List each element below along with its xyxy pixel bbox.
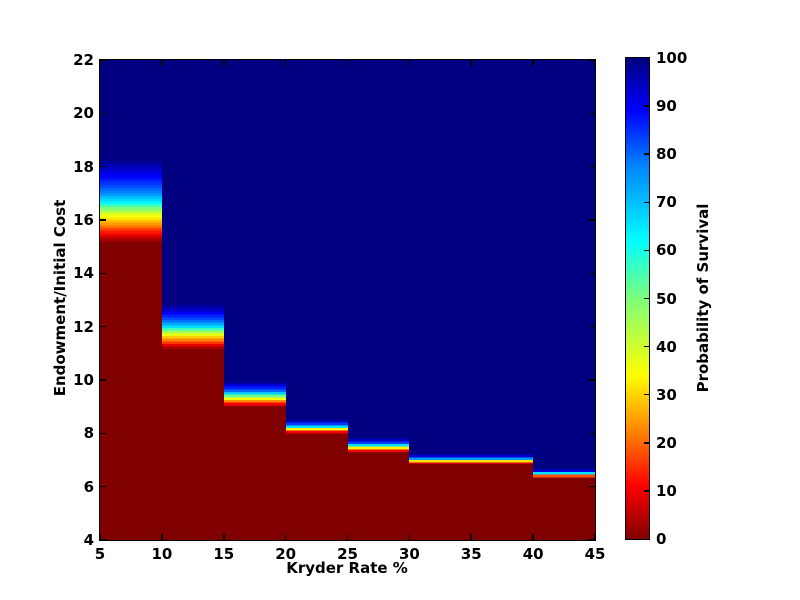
y-tick-label: 16: [73, 211, 94, 229]
colorbar-tick-label: 80: [656, 145, 677, 164]
heatmap-column-0: [100, 60, 163, 540]
colorbar-label: Probability of Survival: [694, 203, 712, 393]
colorbar-tick-label: 30: [656, 385, 677, 404]
colorbar-tick-label: 70: [656, 193, 677, 212]
y-tick: [589, 485, 595, 488]
x-tick: [284, 60, 287, 66]
x-tick: [346, 60, 349, 66]
x-tick-label: 45: [584, 545, 606, 563]
colorbar-tick-label: 90: [656, 97, 677, 116]
heatmap-column-2: [223, 60, 287, 540]
x-tick: [532, 60, 534, 66]
colorbar-tick-label: 20: [656, 433, 677, 452]
y-tick: [100, 379, 106, 381]
y-tick-label: 10: [73, 371, 94, 389]
colorbar-tick: [644, 297, 649, 300]
x-tick: [532, 534, 534, 540]
colorbar-tick: [644, 201, 649, 204]
x-tick: [161, 60, 163, 66]
x-tick: [100, 60, 101, 66]
x-tick: [161, 534, 163, 540]
x-axis-label: Kryder Rate %: [286, 559, 408, 577]
colorbar-tick-label: 50: [656, 289, 677, 308]
colorbar-tick: [644, 153, 649, 155]
y-tick: [589, 325, 595, 328]
y-tick-label: 4: [83, 531, 94, 549]
x-tick: [284, 534, 287, 540]
x-tick: [470, 60, 473, 66]
x-tick-label: 15: [213, 545, 235, 563]
y-tick: [100, 272, 106, 275]
x-tick: [100, 534, 101, 540]
heatmap-column-6: [533, 60, 595, 540]
heatmap-canvas: [100, 60, 595, 540]
y-tick: [100, 165, 106, 168]
heatmap-plot: [99, 59, 596, 541]
y-tick: [589, 379, 595, 381]
y-tick: [589, 272, 595, 275]
x-tick: [222, 534, 225, 540]
heatmap-column-5: [409, 60, 534, 540]
x-tick: [594, 534, 595, 540]
colorbar-tick: [644, 490, 649, 492]
x-tick-label: 5: [94, 545, 106, 563]
heatmap-column-4: [347, 60, 410, 540]
y-tick: [100, 432, 106, 435]
y-tick: [589, 165, 595, 168]
y-tick: [589, 539, 595, 540]
y-tick-label: 14: [73, 264, 94, 283]
x-tick-label: 20: [275, 545, 297, 563]
colorbar-tick: [644, 393, 649, 396]
heatmap-column-1: [161, 60, 225, 540]
y-tick-label: 12: [73, 317, 94, 336]
x-tick-label: 30: [398, 545, 420, 563]
x-tick: [594, 60, 595, 66]
y-tick-label: 18: [73, 157, 94, 176]
x-tick: [346, 534, 349, 540]
colorbar-tick-label: 40: [656, 337, 677, 356]
y-tick: [100, 112, 106, 115]
colorbar-tick-label: 60: [656, 241, 677, 260]
y-tick: [589, 60, 595, 61]
colorbar-tick: [644, 249, 649, 252]
y-tick: [589, 112, 595, 115]
y-tick: [100, 325, 106, 328]
y-tick: [100, 485, 106, 488]
y-tick: [589, 219, 595, 221]
x-tick-label: 40: [522, 545, 544, 563]
y-tick-label: 22: [73, 51, 94, 69]
x-tick-label: 35: [460, 545, 482, 563]
y-axis-label: Endowment/Initial Cost: [51, 199, 69, 397]
colorbar-tick: [644, 442, 649, 444]
colorbar-tick-label: 0: [656, 530, 667, 548]
y-tick-label: 6: [83, 477, 94, 496]
x-tick: [408, 60, 411, 66]
x-tick: [408, 534, 411, 540]
colorbar-tick: [644, 105, 649, 107]
y-tick-label: 20: [73, 104, 94, 123]
x-tick-label: 10: [151, 545, 173, 563]
heatmap-column-3: [285, 60, 348, 540]
x-tick-label: 25: [337, 545, 358, 563]
colorbar-tick-label: 10: [656, 481, 677, 500]
colorbar: [625, 57, 650, 540]
y-tick: [589, 432, 595, 435]
x-tick: [222, 60, 225, 66]
colorbar-tick-label: 100: [656, 49, 688, 67]
colorbar-gradient: [626, 58, 649, 539]
y-tick: [100, 219, 106, 221]
colorbar-tick: [644, 345, 649, 348]
y-tick: [100, 60, 106, 61]
y-tick: [100, 539, 106, 540]
y-tick-label: 8: [83, 424, 94, 443]
x-tick: [470, 534, 473, 540]
